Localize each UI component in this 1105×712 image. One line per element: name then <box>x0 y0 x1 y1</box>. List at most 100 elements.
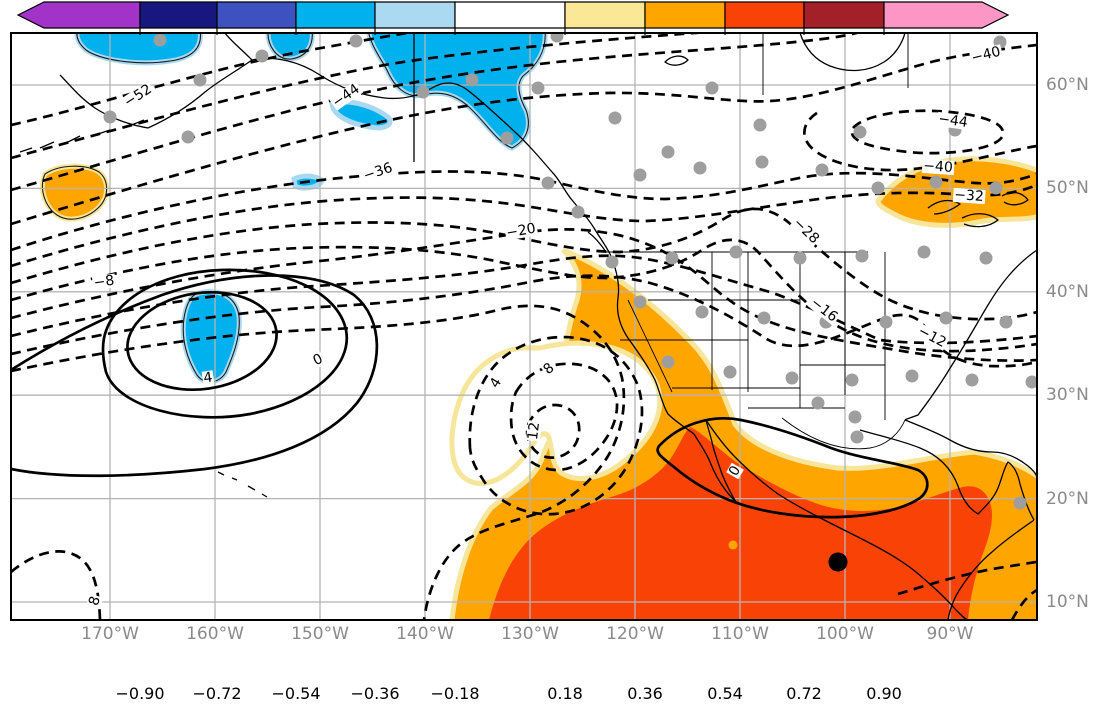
colorbar-segment <box>724 1 805 29</box>
station-dot <box>541 176 555 190</box>
colorbar <box>16 1 1010 35</box>
station-dot <box>193 73 207 87</box>
colorbar-tick-label: −0.72 <box>192 684 242 703</box>
colorbar-tick-label: −0.36 <box>350 684 400 703</box>
station-dot <box>608 111 622 125</box>
coastlines <box>19 33 1037 620</box>
contour-label: 4 <box>201 369 215 387</box>
station-dot <box>531 81 545 95</box>
station-dot <box>755 155 769 169</box>
lon-tick-label: 160°W <box>186 624 244 644</box>
station-dot <box>416 85 430 99</box>
colorbar-segment <box>644 1 726 29</box>
station-dot <box>879 315 893 329</box>
station-dot <box>349 34 363 48</box>
station-dot <box>633 295 647 309</box>
station-dot <box>929 175 943 189</box>
station-dot <box>500 131 514 145</box>
contour-label: −44 <box>936 111 970 131</box>
dashed-contours <box>11 33 1037 620</box>
station-dot <box>571 205 585 219</box>
station-dot <box>905 369 919 383</box>
black-marker <box>828 552 848 572</box>
colorbar-segment <box>216 1 297 29</box>
station-dot <box>255 49 269 63</box>
station-dot <box>103 110 117 124</box>
lon-tick-label: 110°W <box>711 624 769 644</box>
contour-label: 12 <box>524 420 544 442</box>
colorbar-tick-label: 0.18 <box>547 684 583 703</box>
lat-tick-label: 30°N <box>1046 385 1089 406</box>
station-dot <box>661 145 675 159</box>
station-dot <box>153 33 167 47</box>
station-dot <box>1013 496 1027 510</box>
contour-label: −40 <box>921 157 955 177</box>
station-dot <box>979 251 993 265</box>
lat-tick-label: 50°N <box>1046 178 1089 199</box>
station-dot <box>605 255 619 269</box>
lat-tick-label: 40°N <box>1046 281 1089 302</box>
contour-label: −32 <box>952 186 986 206</box>
station-dot <box>811 396 825 410</box>
station-dot <box>1025 375 1037 389</box>
lon-tick-label: 150°W <box>291 624 349 644</box>
colorbar-segment <box>16 1 141 29</box>
orange-speck <box>728 540 738 550</box>
station-dot <box>550 33 564 43</box>
colorbar-tick-label: −0.18 <box>430 684 480 703</box>
station-dot <box>757 311 771 325</box>
station-dot <box>723 365 737 379</box>
colorbar-tick-label: −0.54 <box>271 684 321 703</box>
station-dot <box>999 315 1013 329</box>
map-border <box>10 32 1038 621</box>
station-dot <box>855 249 869 263</box>
solid-contours <box>11 268 929 519</box>
station-dot <box>848 410 862 424</box>
lon-tick-label: 170°W <box>81 624 139 644</box>
colorbar-tick-label: 0.72 <box>786 684 822 703</box>
lon-tick-label: 130°W <box>501 624 559 644</box>
colorbar-segment <box>295 1 376 29</box>
black-dot-marker <box>828 552 848 572</box>
colorbar-segment <box>139 1 218 29</box>
colorbar-tick-label: −0.90 <box>115 684 165 703</box>
lon-tick-label: 140°W <box>396 624 454 644</box>
station-dot <box>845 373 859 387</box>
station-dot <box>705 81 719 95</box>
station-dot <box>989 181 1003 195</box>
colorbar-tick-label: 0.90 <box>866 684 902 703</box>
station-dot <box>965 373 979 387</box>
station-dot <box>917 245 931 259</box>
station-dot <box>695 305 709 319</box>
station-dot <box>853 125 867 139</box>
colorbar-segment <box>883 1 1010 29</box>
lat-tick-label: 20°N <box>1046 488 1089 509</box>
cyan-region <box>329 99 393 131</box>
station-dot <box>753 118 767 132</box>
station-dot <box>793 251 807 265</box>
station-dot <box>633 168 647 182</box>
lon-tick-label: 90°W <box>926 624 974 644</box>
colorbar-segment <box>454 1 566 29</box>
station-dot <box>815 163 829 177</box>
colorbar-tick-label: 0.36 <box>627 684 663 703</box>
station-dot <box>850 430 864 444</box>
station-dot <box>181 130 195 144</box>
station-dot <box>661 355 675 369</box>
colorbar-tick-label: 0.54 <box>707 684 743 703</box>
station-dot <box>939 311 953 325</box>
lon-tick-label: 120°W <box>606 624 664 644</box>
station-dot <box>665 251 679 265</box>
contour-label: −8 <box>91 272 117 292</box>
station-dot <box>729 245 743 259</box>
station-dots <box>103 33 1037 510</box>
colorbar-segment <box>564 1 646 29</box>
colorbar-segment <box>374 1 456 29</box>
anomaly-shading <box>40 33 1037 620</box>
lon-tick-label: 100°W <box>816 624 874 644</box>
station-dot <box>693 161 707 175</box>
station-dot <box>871 181 885 195</box>
station-dot <box>785 371 799 385</box>
